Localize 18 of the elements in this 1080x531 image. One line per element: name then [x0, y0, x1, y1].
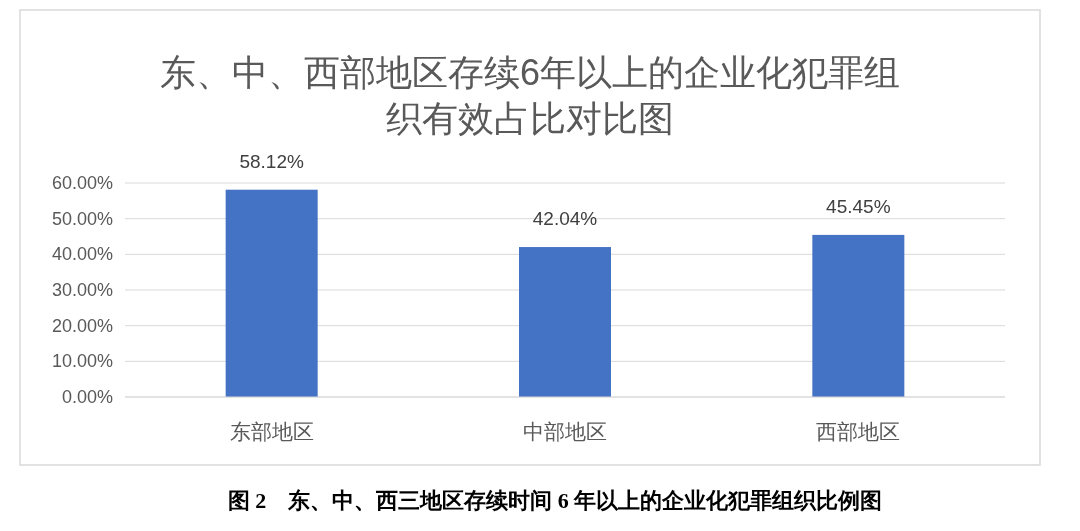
caption: 图 2 东、中、西三地区存续时间 6 年以上的企业化犯罪组织比例图 — [227, 488, 883, 513]
y-tick-label: 20.00% — [51, 315, 113, 336]
y-tick-label: 50.00% — [51, 208, 113, 229]
bar — [812, 234, 905, 397]
x-tick-label: 东部地区 — [229, 420, 314, 443]
y-tick-label: 40.00% — [51, 244, 113, 265]
chart-title: 东、中、西部地区存续6年以上的企业化犯罪组织有效占比对比图 — [159, 52, 901, 139]
y-tick-label: 30.00% — [51, 280, 113, 300]
bar — [225, 189, 318, 397]
y-tick-label: 10.00% — [51, 351, 113, 372]
data-label: 58.12% — [239, 150, 304, 172]
bar — [519, 247, 611, 397]
data-label: 42.04% — [532, 208, 598, 230]
y-tick-label: 0.00% — [61, 387, 113, 407]
x-tick-label: 西部地区 — [816, 420, 901, 443]
data-label: 45.45% — [826, 195, 891, 217]
y-tick-label: 60.00% — [51, 173, 113, 193]
x-tick-label: 中部地区 — [523, 420, 607, 443]
